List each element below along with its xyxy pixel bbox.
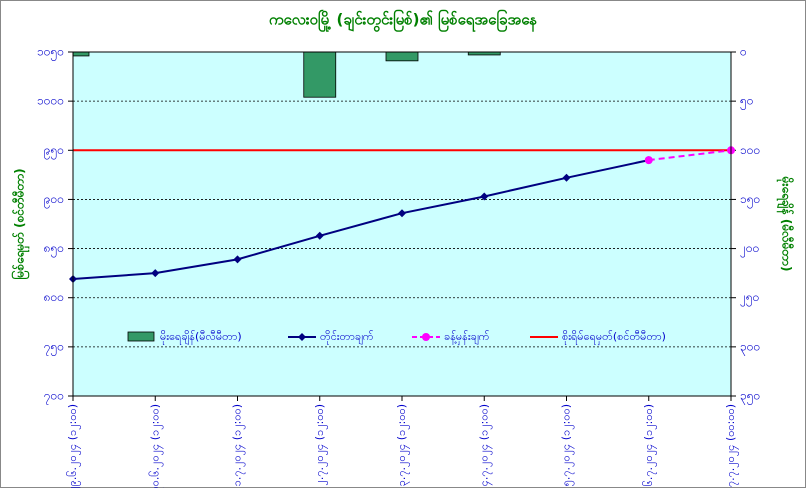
series-line (648, 149, 732, 162)
legend-marker (422, 333, 430, 341)
point-marker (480, 192, 489, 201)
y2-tick-label: ၀ (740, 45, 747, 59)
legend-swatch (127, 331, 155, 342)
rain-bar (385, 52, 419, 62)
y2-tick-label: ၁၀၀ (740, 143, 760, 157)
rain-bar (73, 52, 90, 57)
y-tick-label: ၁၀၀၀ (37, 94, 64, 108)
y2-tick-label: ၃၅၀ (740, 389, 760, 406)
legend-label: တိုင်းတာချက် (320, 330, 374, 345)
x-tick-label: ၃၀.၆.၂၀၂၄ (၁၂:၀၀) (148, 404, 163, 488)
y2-tick-label: ၂၀၀ (740, 241, 759, 258)
legend-label: မိုးရေချိန်(မီလီမီတာ) (160, 330, 242, 345)
point-marker (644, 156, 653, 165)
x-tick-label: ၄.၇.၂၀၂၄ (၁၂:၀၀) (477, 404, 492, 486)
point-marker (398, 209, 406, 218)
plot-area (73, 52, 731, 396)
point-marker (151, 269, 160, 278)
y2-tick-label: ၂၅၀ (740, 290, 759, 307)
y2-axis-label: မိုးရေချိန် (မီလီမီတာ) (776, 176, 796, 272)
y-tick-label: ၇၀၀ (44, 389, 64, 406)
x-tick-label: ၂၉.၆.၂၀၂၄ (၁၂:၀၀) (66, 404, 81, 488)
x-tick-label: ၇.၇.၂၀၂၄ (၀၀:၀၀) (724, 404, 739, 487)
x-tick-label: ၂.၇.၂၀၂၄ (၁၂:၀၀) (313, 404, 328, 486)
y-tick-label: ၈၀၀ (44, 290, 64, 304)
y-tick-label: ၇၅၀ (44, 339, 64, 356)
point-marker (562, 173, 571, 182)
rain-bar (303, 52, 337, 98)
x-tick-label: ၁.၇.၂၀၂၄ (၁၂:၀၀) (231, 404, 246, 486)
y-tick-label: ၉၀၀ (44, 192, 64, 209)
rain-bar (467, 52, 501, 56)
y-tick-label: ၉၅၀ (44, 143, 64, 160)
x-tick-label: ၆.၇.၂၀၂၄ (၁၂:၀၀) (642, 404, 657, 486)
legend-label: စိုးရိမ်ရေမှတ်(စင်တီမီတာ) (562, 330, 666, 345)
legend-label: ခန့်မှန်းချက် (444, 330, 490, 345)
series-line (72, 159, 649, 281)
y2-tick-label: ၃၀၀ (740, 339, 760, 356)
y-axis-label: မြစ်ရေမှတ် (စင်တီမီတာ) (10, 168, 31, 279)
y-tick-label: ၈၅၀ (44, 241, 64, 258)
legend-marker (298, 333, 306, 341)
y2-tick-label: ၅၀ (740, 94, 754, 111)
point-marker (315, 231, 324, 240)
point-marker (233, 255, 242, 264)
y-tick-label: ၁၀၅၀ (37, 45, 64, 62)
x-tick-label: ၃.၇.၂၀၂၄ (၁၂:၀၀) (395, 404, 410, 486)
y2-tick-label: ၁၅၀ (740, 192, 760, 209)
x-tick-label: ၅.၇.၂၀၂၄ (၁၂:၀၀) (560, 404, 575, 486)
